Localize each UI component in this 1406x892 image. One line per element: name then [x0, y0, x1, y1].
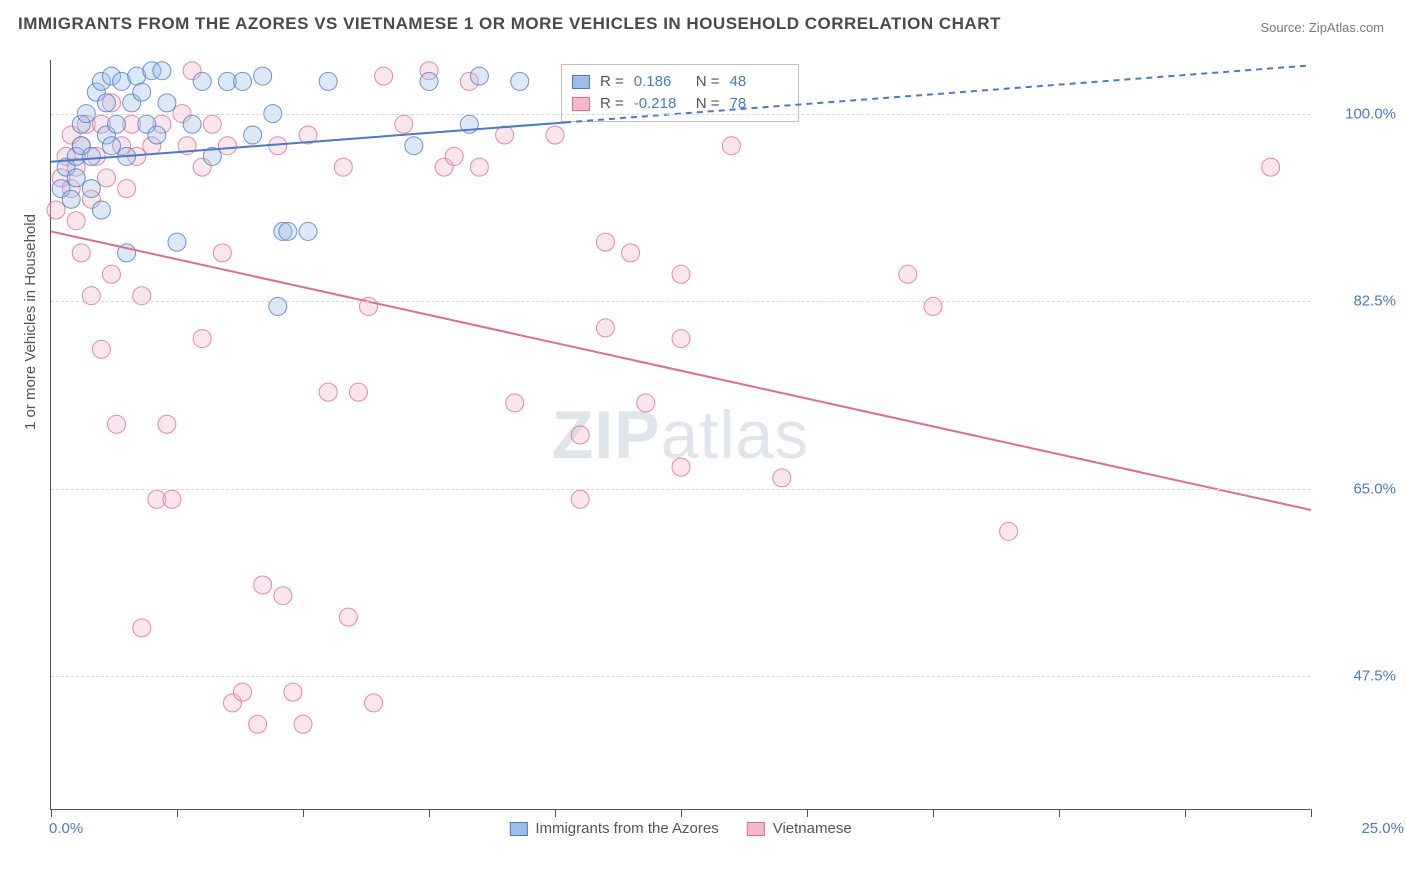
y-tick-label: 82.5% — [1320, 293, 1396, 310]
legend-swatch-azores — [509, 822, 527, 836]
gridline — [51, 489, 1310, 490]
y-tick-label: 47.5% — [1320, 668, 1396, 685]
x-tick — [933, 809, 934, 817]
x-tick — [429, 809, 430, 817]
x-tick — [51, 809, 52, 817]
legend-swatch-vietnamese — [747, 822, 765, 836]
x-tick — [177, 809, 178, 817]
legend-item-vietnamese: Vietnamese — [747, 820, 852, 837]
bottom-legend: Immigrants from the Azores Vietnamese — [509, 820, 851, 837]
legend-label-azores: Immigrants from the Azores — [535, 820, 718, 837]
plot-area: ZIPatlas R = 0.186 N = 48 R = -0.218 N =… — [50, 60, 1310, 810]
x-axis-max-label: 25.0% — [1361, 820, 1404, 837]
x-tick — [1185, 809, 1186, 817]
x-tick — [807, 809, 808, 817]
gridline — [51, 676, 1310, 677]
x-axis-min-label: 0.0% — [49, 820, 83, 837]
x-tick — [1059, 809, 1060, 817]
x-tick — [1311, 809, 1312, 817]
x-tick — [681, 809, 682, 817]
legend-label-vietnamese: Vietnamese — [773, 820, 852, 837]
y-axis-label: 1 or more Vehicles in Household — [22, 214, 39, 430]
chart-title: IMMIGRANTS FROM THE AZORES VS VIETNAMESE… — [18, 14, 1001, 34]
gridline — [51, 301, 1310, 302]
legend-item-azores: Immigrants from the Azores — [509, 820, 718, 837]
y-tick-label: 65.0% — [1320, 480, 1396, 497]
x-tick — [303, 809, 304, 817]
y-tick-label: 100.0% — [1320, 105, 1396, 122]
x-tick — [555, 809, 556, 817]
chart-svg — [51, 60, 1310, 809]
source-label: Source: ZipAtlas.com — [1260, 20, 1384, 35]
gridline — [51, 114, 1310, 115]
